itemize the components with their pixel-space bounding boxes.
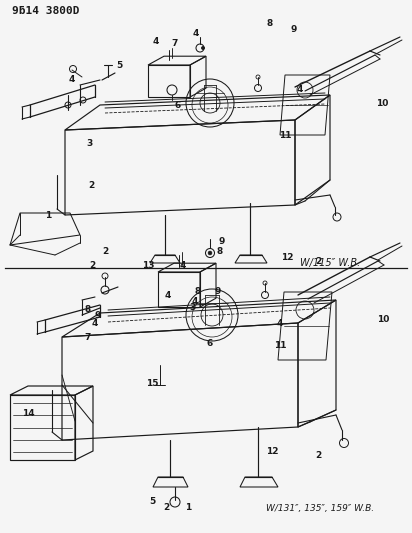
- Text: 2: 2: [315, 257, 321, 266]
- Text: 2: 2: [88, 181, 94, 190]
- Text: 4: 4: [192, 296, 198, 305]
- Text: 8: 8: [85, 305, 91, 314]
- Text: W/115″ W.B.: W/115″ W.B.: [300, 258, 360, 268]
- Circle shape: [208, 251, 212, 255]
- Text: 7: 7: [172, 38, 178, 47]
- Text: 9: 9: [215, 287, 221, 295]
- Text: 11: 11: [274, 341, 286, 350]
- Text: 4: 4: [153, 36, 159, 45]
- Text: 2: 2: [163, 503, 169, 512]
- Text: 4: 4: [92, 319, 98, 327]
- Text: 6: 6: [175, 101, 181, 110]
- Text: 9: 9: [95, 311, 101, 319]
- Text: 3: 3: [190, 303, 196, 312]
- Text: 11: 11: [279, 132, 291, 141]
- Text: 10: 10: [376, 99, 388, 108]
- Text: W/131″, 135″, 159″ W.B.: W/131″, 135″, 159″ W.B.: [266, 505, 374, 513]
- Text: 4: 4: [165, 290, 171, 300]
- Text: 9: 9: [291, 25, 297, 34]
- Text: 5: 5: [149, 497, 155, 505]
- Text: 2: 2: [102, 246, 108, 255]
- Text: 8: 8: [267, 20, 273, 28]
- Text: 2: 2: [315, 450, 321, 459]
- Text: 9: 9: [219, 237, 225, 246]
- Text: 4: 4: [180, 262, 186, 271]
- Text: 14: 14: [22, 408, 34, 417]
- Text: 8: 8: [217, 247, 223, 256]
- Text: 1: 1: [185, 503, 191, 512]
- Text: 9ƃ14 3800D: 9ƃ14 3800D: [12, 6, 80, 16]
- Text: 4: 4: [277, 319, 283, 327]
- Text: 10: 10: [377, 316, 389, 325]
- Text: 6: 6: [207, 338, 213, 348]
- Text: 2: 2: [89, 262, 95, 271]
- Circle shape: [201, 46, 204, 50]
- Text: 1: 1: [45, 211, 51, 220]
- Text: 7: 7: [85, 333, 91, 342]
- Text: 15: 15: [146, 378, 158, 387]
- Text: 4: 4: [297, 85, 303, 94]
- Text: 5: 5: [116, 61, 122, 69]
- Text: 12: 12: [281, 254, 293, 262]
- Text: 4: 4: [69, 75, 75, 84]
- Text: 8: 8: [195, 287, 201, 295]
- Text: 3: 3: [87, 139, 93, 148]
- Text: 13: 13: [142, 262, 154, 271]
- Text: 4: 4: [193, 28, 199, 37]
- Text: 12: 12: [266, 447, 278, 456]
